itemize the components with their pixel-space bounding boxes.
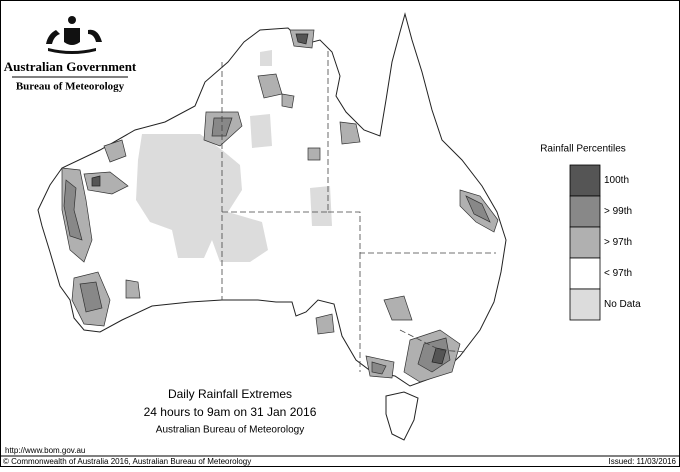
rain-area	[465, 195, 491, 223]
legend-label: < 97th	[604, 268, 632, 279]
rain-area	[79, 281, 103, 313]
footer-issued: Issued: 11/03/2016	[609, 457, 677, 466]
map	[37, 12, 507, 441]
no-data-region	[250, 114, 272, 148]
rain-area	[125, 279, 141, 299]
legend-label: > 99th	[604, 206, 632, 217]
legend-label: No Data	[604, 299, 641, 310]
rain-area	[383, 295, 413, 321]
legend-swatch	[569, 195, 601, 228]
legend-swatch	[569, 257, 601, 290]
legend-swatch	[569, 226, 601, 259]
footer-url: http://www.bom.gov.au	[5, 446, 85, 455]
no-data-region	[260, 50, 272, 66]
legend-title: Rainfall Percentiles	[540, 144, 626, 155]
legend-label: > 97th	[604, 237, 632, 248]
coat-of-arms	[46, 16, 102, 54]
rain-area	[281, 93, 295, 109]
rain-area	[315, 313, 335, 335]
rain-area	[63, 179, 83, 241]
no-data-region	[310, 186, 332, 226]
map-subtitle: 24 hours to 9am on 31 Jan 2016	[144, 405, 317, 419]
state-border	[399, 329, 467, 353]
rain-area	[431, 347, 447, 365]
rain-area	[307, 147, 321, 161]
mainland	[37, 12, 507, 387]
rain-area	[295, 33, 309, 45]
map-source: Australian Bureau of Meteorology	[156, 425, 304, 436]
tasmania	[385, 391, 419, 441]
rain-area	[103, 139, 127, 163]
legend-swatch	[569, 164, 601, 197]
state-border	[328, 211, 496, 254]
map-title: Daily Rainfall Extremes	[168, 387, 292, 401]
footer-copyright: © Commonwealth of Australia 2016, Austra…	[3, 457, 251, 466]
rain-area	[339, 121, 361, 145]
agency: Bureau of Meteorology	[16, 81, 125, 93]
rain-area	[371, 361, 387, 375]
no-data-region	[136, 134, 268, 262]
government: Australian Government	[4, 59, 137, 74]
rain-area	[91, 175, 101, 187]
legend: 100th > 99th > 97th < 97th No Data	[569, 164, 641, 321]
legend-swatch	[569, 288, 601, 321]
legend-label: 100th	[604, 175, 629, 186]
